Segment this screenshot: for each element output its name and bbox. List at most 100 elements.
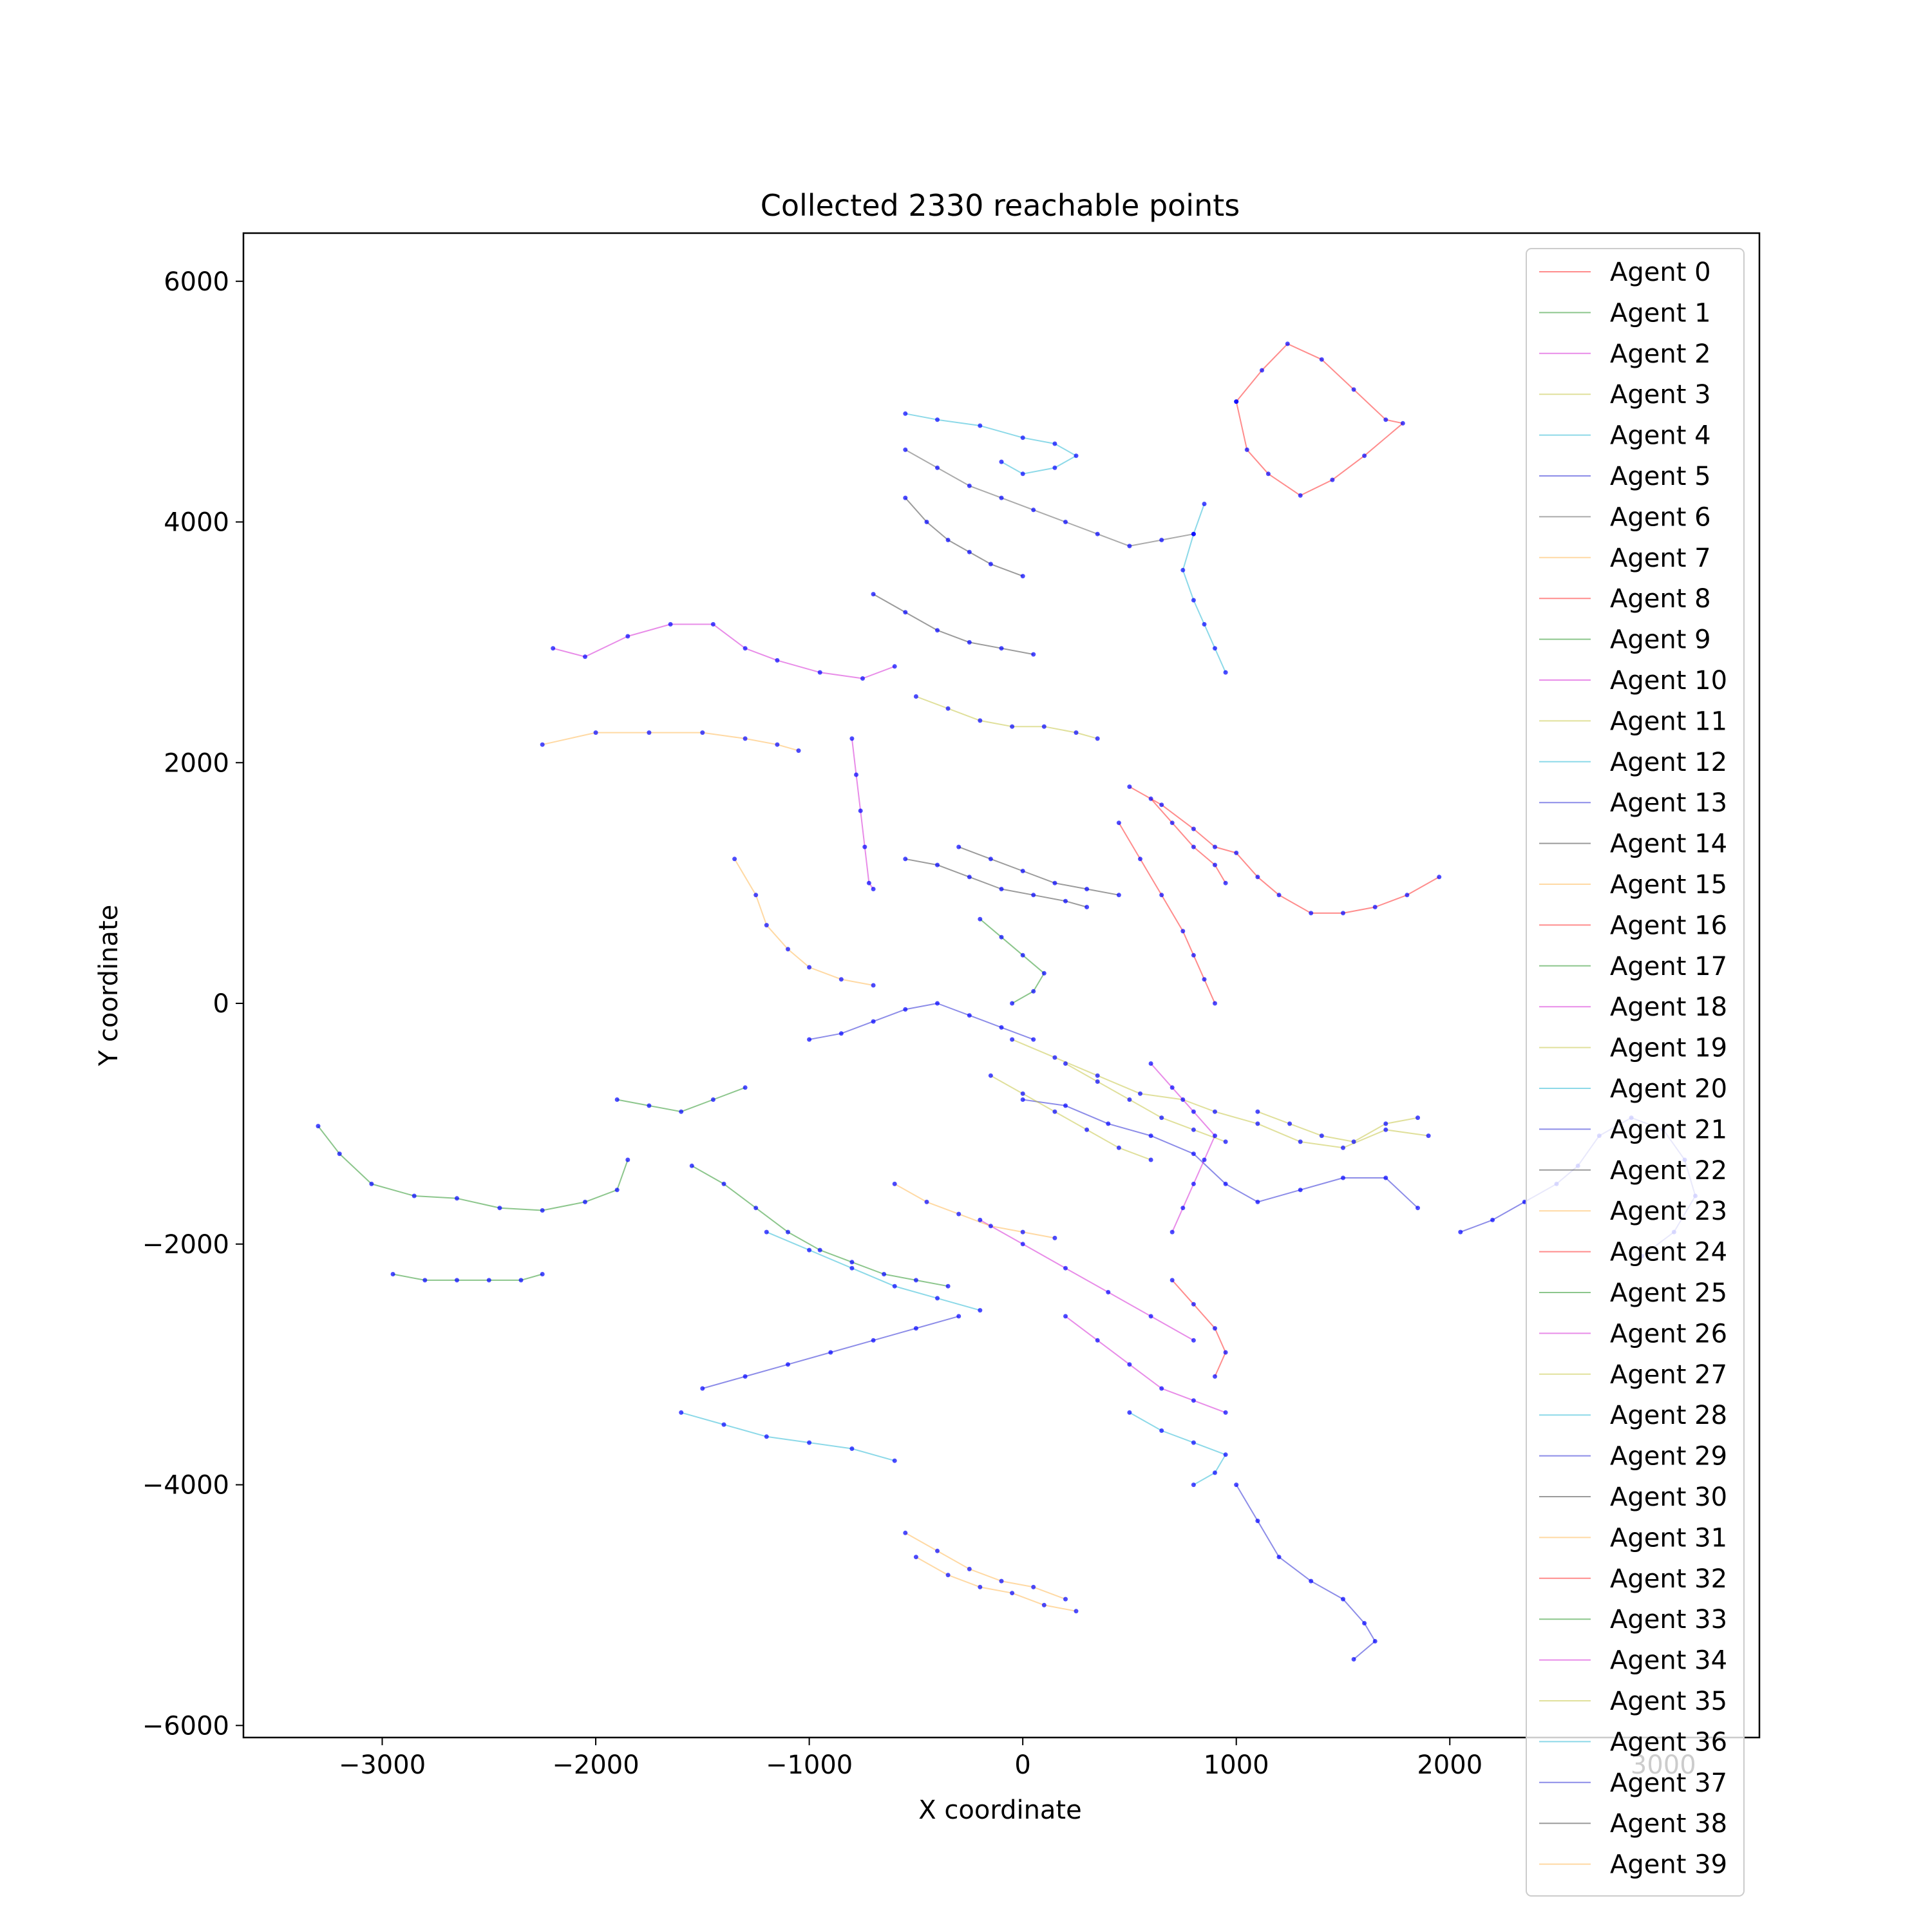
legend-label: Agent 37 <box>1610 1768 1727 1798</box>
legend-label: Agent 31 <box>1610 1523 1727 1553</box>
legend-label: Agent 32 <box>1610 1564 1727 1594</box>
x-tick-label: −3000 <box>339 1750 426 1780</box>
data-point <box>1041 971 1046 976</box>
legend-label: Agent 28 <box>1610 1401 1727 1430</box>
data-point <box>1127 784 1132 790</box>
data-point <box>1095 1079 1100 1084</box>
data-point <box>1063 520 1068 524</box>
data-point <box>924 1199 929 1204</box>
data-point <box>1010 1001 1015 1006</box>
data-point <box>551 646 556 651</box>
data-point <box>1309 1578 1314 1584</box>
data-point <box>903 495 908 500</box>
data-point <box>1031 893 1036 898</box>
data-point <box>978 1308 983 1313</box>
legend-label: Agent 5 <box>1610 462 1711 491</box>
data-point <box>935 1548 940 1553</box>
data-point <box>1383 1121 1388 1126</box>
data-point <box>849 1446 855 1451</box>
data-point <box>945 706 951 711</box>
x-axis-label: X coordinate <box>918 1795 1081 1825</box>
data-point <box>1255 875 1260 880</box>
data-point <box>689 1163 694 1168</box>
data-point <box>1191 1302 1196 1307</box>
data-point <box>956 844 961 849</box>
data-point <box>1031 1037 1036 1042</box>
legend-label: Agent 8 <box>1610 584 1711 614</box>
series-line-agent-35 <box>990 1075 1151 1160</box>
data-point <box>1020 471 1025 477</box>
data-point <box>935 417 940 422</box>
data-point <box>1170 1229 1175 1235</box>
data-point <box>1052 880 1057 886</box>
chart-title: Collected 2330 reachable points <box>761 188 1240 223</box>
data-point <box>1191 1482 1196 1488</box>
data-point <box>858 808 863 813</box>
data-point <box>1341 1175 1345 1180</box>
series-line-agent-13 <box>809 1003 1034 1041</box>
data-point <box>1202 621 1207 627</box>
data-point <box>1010 1037 1015 1042</box>
legend-label: Agent 36 <box>1610 1727 1727 1757</box>
data-point <box>1372 1639 1378 1643</box>
data-point <box>775 658 780 663</box>
data-point <box>924 520 929 524</box>
data-point <box>999 1025 1004 1030</box>
data-point <box>903 1530 908 1535</box>
data-point <box>1416 1206 1420 1211</box>
data-point <box>849 1260 855 1265</box>
data-point <box>1309 911 1314 916</box>
series-line-agent-1 <box>317 1125 629 1211</box>
data-point <box>455 1278 459 1283</box>
data-point <box>1095 1073 1100 1078</box>
data-point <box>1148 1157 1153 1162</box>
legend-box <box>1526 248 1745 1897</box>
data-point <box>935 628 940 633</box>
data-point <box>807 965 812 970</box>
data-point <box>455 1196 459 1201</box>
data-point <box>828 1350 833 1355</box>
data-point <box>1213 844 1217 849</box>
data-point <box>1095 736 1100 741</box>
series-line-agent-28 <box>681 1412 895 1462</box>
data-point <box>1052 441 1057 446</box>
data-point <box>838 1031 844 1036</box>
data-point <box>935 465 940 470</box>
data-point <box>999 887 1004 891</box>
data-point <box>1041 724 1046 729</box>
data-point <box>1416 1115 1420 1121</box>
data-point <box>1063 1314 1068 1319</box>
data-point <box>1052 1055 1057 1060</box>
data-point <box>743 1374 748 1379</box>
data-point <box>1148 1314 1153 1319</box>
legend-label: Agent 13 <box>1610 788 1727 818</box>
data-point <box>1031 989 1036 994</box>
data-point <box>817 670 822 675</box>
data-point <box>1351 387 1356 392</box>
data-point <box>1020 1091 1025 1096</box>
legend-label: Agent 16 <box>1610 911 1727 940</box>
data-point <box>967 875 972 880</box>
data-point <box>625 634 630 639</box>
legend-label: Agent 27 <box>1610 1360 1727 1390</box>
data-point <box>1351 1139 1356 1144</box>
x-tick-label: 1000 <box>1204 1750 1269 1780</box>
data-point <box>1458 1229 1463 1235</box>
data-point <box>988 1073 993 1078</box>
data-point <box>1213 1109 1217 1114</box>
data-point <box>913 1555 918 1560</box>
data-point <box>1383 1127 1388 1132</box>
data-point <box>903 857 908 862</box>
y-axis-label: Y coordinate <box>94 905 124 1067</box>
data-point <box>1010 724 1015 729</box>
legend-label: Agent 39 <box>1610 1850 1727 1880</box>
data-point <box>796 748 801 753</box>
y-tick-label: 6000 <box>164 267 229 297</box>
data-point <box>679 1109 684 1114</box>
legend-label: Agent 6 <box>1610 502 1711 532</box>
data-point <box>668 621 673 627</box>
data-point <box>1138 1091 1142 1096</box>
data-point <box>978 718 983 723</box>
series-line-agent-20 <box>766 1231 981 1311</box>
legend-label: Agent 30 <box>1610 1482 1727 1512</box>
